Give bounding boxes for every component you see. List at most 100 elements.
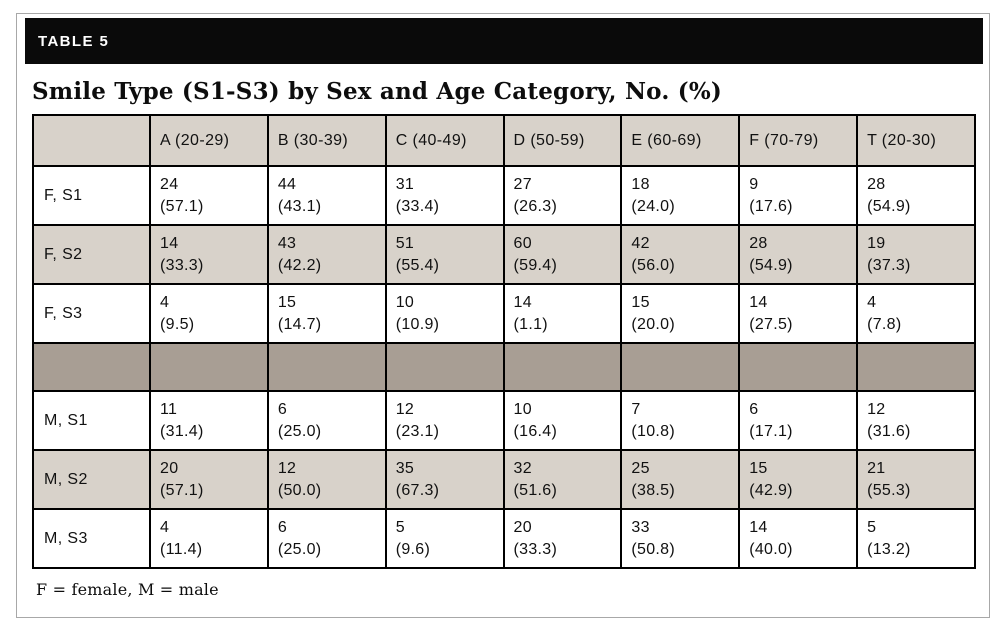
cell-count: 19 xyxy=(867,234,886,252)
cell-count: 12 xyxy=(867,400,886,418)
cell-count: 5 xyxy=(867,518,877,536)
cell-percent: (31.6) xyxy=(867,422,911,440)
column-header: E (60-69) xyxy=(620,114,741,167)
cell-count: 6 xyxy=(277,518,288,536)
cell-percent: (20.0) xyxy=(631,315,675,333)
column-header: F (70-79) xyxy=(738,114,859,167)
column-header: A (20-29) xyxy=(149,114,269,167)
cell-percent: (50.0) xyxy=(277,481,322,499)
cell-count: 20 xyxy=(160,459,179,477)
header-row: A (20-29) B (30-39) C (40-49) D (50-59) E (6… xyxy=(32,114,976,167)
data-cell: 14 (40.0) xyxy=(738,508,859,569)
data-cell: 20 (57.1) xyxy=(149,449,269,510)
cell-count: 28 xyxy=(867,175,886,193)
cell-count: 4 xyxy=(867,293,877,311)
cell-percent: (57.1) xyxy=(160,197,204,215)
row-label: M, S2 xyxy=(32,449,151,510)
cell-percent: (55.3) xyxy=(867,481,911,499)
cell-percent: (33.3) xyxy=(513,540,558,558)
table-row: M, S1 11 (31.4) 6 (25.0) 12 (23.1) 10 (16.4) 7 (10… xyxy=(32,390,976,451)
cell-count: 14 xyxy=(513,293,532,311)
data-cell: 28 (54.9) xyxy=(738,224,859,285)
cell-percent: (25.0) xyxy=(277,422,322,440)
data-cell: 14 (27.5) xyxy=(738,283,859,344)
cell-percent: (67.3) xyxy=(395,481,440,499)
cell-percent: (14.7) xyxy=(277,315,322,333)
data-cell: 12 (23.1) xyxy=(384,390,505,451)
cell-count: 20 xyxy=(513,518,532,536)
data-cell: 25 (38.5) xyxy=(620,449,741,510)
cell-percent: (31.4) xyxy=(160,422,204,440)
cell-count: 10 xyxy=(513,400,532,418)
cell-count: 60 xyxy=(513,234,532,252)
cell-percent: (27.5) xyxy=(749,315,793,333)
data-cell: 14 (1.1) xyxy=(502,283,623,344)
data-cell: 15 (14.7) xyxy=(266,283,387,344)
table-body: F, S1 24 (57.1) 44 (43.1) 31 (33.4) 27 (26.3) 18(… xyxy=(32,165,976,569)
cell-count: 15 xyxy=(749,459,768,477)
cell-percent: (33.3) xyxy=(160,256,204,274)
row-label: F, S2 xyxy=(32,224,151,285)
cell-count: 44 xyxy=(277,175,297,193)
table-row: F, S3 4 (9.5) 15 (14.7) 10 (10.9) 14 (1.1) 15 (20.… xyxy=(32,283,976,344)
data-cell: 10 (16.4) xyxy=(502,390,623,451)
cell-count: 12 xyxy=(277,459,297,477)
data-cell: 31 (33.4) xyxy=(384,165,505,226)
row-label: M, S3 xyxy=(32,508,151,569)
separator-cell xyxy=(738,342,859,392)
cell-count: 10 xyxy=(395,293,415,311)
data-cell: 19 (37.3) xyxy=(856,224,976,285)
cell-percent: (24.0) xyxy=(631,197,675,215)
cell-percent: (13.2) xyxy=(867,540,911,558)
cell-percent: (9.5) xyxy=(160,315,195,333)
data-cell: 4 (7.8) xyxy=(856,283,976,344)
cell-count: 14 xyxy=(749,518,768,536)
data-cell: 10 (10.9) xyxy=(384,283,505,344)
table-number-bar: TABLE 5 xyxy=(25,18,983,64)
cell-count: 15 xyxy=(277,293,297,311)
cell-count: 11 xyxy=(160,400,178,418)
data-cell: 6 (25.0) xyxy=(266,390,387,451)
cell-percent: (16.4) xyxy=(513,422,558,440)
cell-percent: (57.1) xyxy=(160,481,204,499)
cell-percent: (56.0) xyxy=(631,256,675,274)
data-cell: 5 (13.2) xyxy=(856,508,976,569)
table-row: F, S1 24 (57.1) 44 (43.1) 31 (33.4) 27 (26.3) 18 (… xyxy=(32,165,976,226)
data-cell: 12 (31.6) xyxy=(856,390,976,451)
cell-count: 14 xyxy=(749,293,768,311)
data-cell: 32 (51.6) xyxy=(502,449,623,510)
cell-percent: (42.2) xyxy=(277,256,322,274)
cell-count: 9 xyxy=(749,175,759,193)
data-cell: 33 (50.8) xyxy=(620,508,741,569)
cell-percent: (33.4) xyxy=(395,197,440,215)
data-cell: 20 (33.3) xyxy=(502,508,623,569)
cell-count: 43 xyxy=(277,234,297,252)
column-header: D (50-59) xyxy=(502,114,623,167)
data-cell: 15 (20.0) xyxy=(620,283,741,344)
data-cell: 24 (57.1) xyxy=(149,165,269,226)
cell-count: 31 xyxy=(395,175,415,193)
data-cell: 12 (50.0) xyxy=(266,449,387,510)
table-head: A (20-29) B (30-39) C (40-49) D (50-59) E (6… xyxy=(32,114,976,167)
cell-count: 18 xyxy=(631,175,650,193)
cell-count: 7 xyxy=(631,400,641,418)
row-label: F, S1 xyxy=(32,165,151,226)
cell-count: 12 xyxy=(395,400,415,418)
data-cell: 21 (55.3) xyxy=(856,449,976,510)
separator-cell xyxy=(856,342,976,392)
cell-count: 27 xyxy=(513,175,532,193)
data-cell: 6 (25.0) xyxy=(266,508,387,569)
cell-percent: (37.3) xyxy=(867,256,911,274)
cell-count: 51 xyxy=(395,234,415,252)
data-cell: 4 (9.5) xyxy=(149,283,269,344)
data-cell: 7 (10.8) xyxy=(620,390,741,451)
column-header: B (30-39) xyxy=(266,114,387,167)
table-title: Smile Type (S1-S3) by Sex and Age Catego… xyxy=(32,78,722,105)
data-cell: 28 (54.9) xyxy=(856,165,976,226)
separator-cell xyxy=(384,342,505,392)
separator-cell xyxy=(266,342,387,392)
cell-percent: (17.6) xyxy=(749,197,793,215)
cell-percent: (51.6) xyxy=(513,481,558,499)
corner-cell xyxy=(32,114,151,167)
